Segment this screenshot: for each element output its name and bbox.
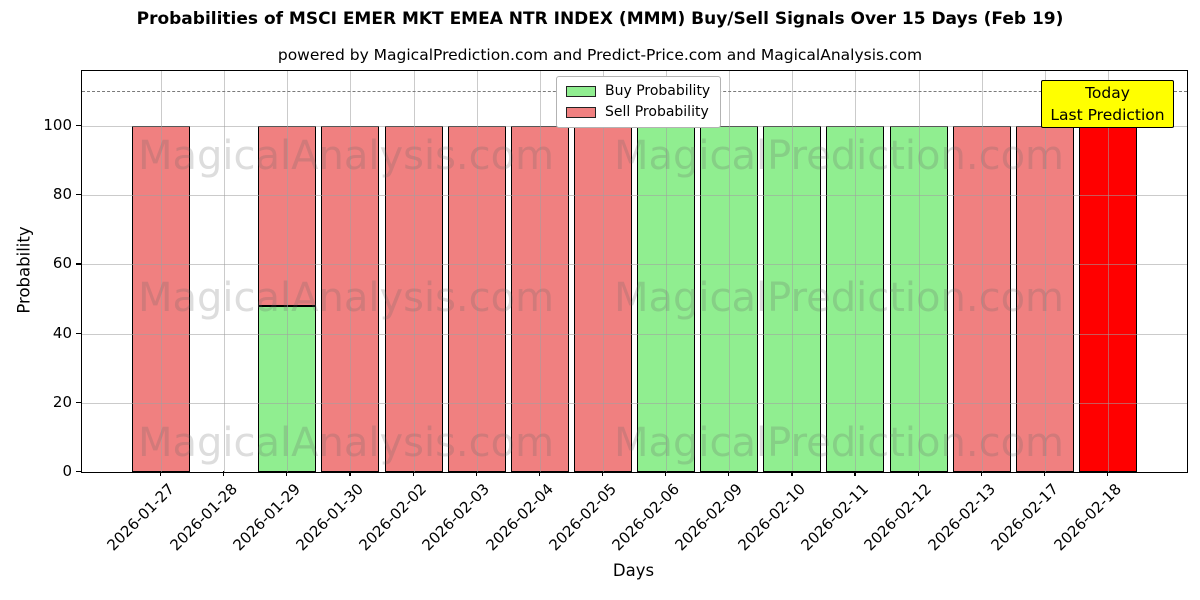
x-tick-label: 2026-02-03: [419, 480, 494, 555]
x-tick-mark: [412, 471, 414, 476]
v-gridline: [350, 71, 352, 472]
x-tick-mark: [1106, 471, 1109, 476]
chart-subtitle: powered by MagicalPrediction.com and Pre…: [277, 46, 923, 64]
x-tick-mark: [791, 471, 793, 476]
x-axis-label: Days: [612, 561, 655, 580]
today-annotation-line2: Last Prediction: [1050, 106, 1165, 124]
x-tick-mark: [475, 471, 477, 476]
v-gridline: [539, 71, 541, 472]
y-tick-label: 100: [43, 116, 72, 134]
v-gridline: [476, 71, 478, 472]
y-tick-label: 80: [52, 185, 72, 204]
x-tick-label: 2026-02-17: [987, 480, 1062, 555]
sell-swatch-icon: [566, 107, 596, 118]
x-tick-mark: [854, 471, 856, 476]
x-tick-mark: [349, 471, 351, 476]
legend-entry-sell: Sell Probability: [566, 104, 710, 121]
v-gridline: [224, 71, 226, 472]
x-tick-label: 2026-02-05: [545, 480, 620, 555]
v-gridline: [792, 71, 794, 472]
y-tick-label: 40: [52, 323, 72, 342]
y-tick-mark: [76, 332, 81, 334]
plot-area: MagicalAnalysis.com MagicalPrediction.com…: [81, 70, 1188, 473]
x-tick-label: 2026-02-13: [924, 480, 999, 555]
x-tick-mark: [1043, 471, 1046, 476]
x-tick-label: 2026-01-29: [229, 480, 305, 555]
v-gridline: [413, 71, 415, 472]
y-tick-mark: [76, 263, 81, 265]
x-tick-mark: [917, 471, 919, 476]
x-tick-label: 2026-01-28: [166, 480, 241, 555]
v-gridline: [918, 71, 920, 472]
v-gridline: [855, 71, 857, 472]
x-tick-mark: [728, 471, 730, 476]
x-tick-mark: [601, 471, 604, 476]
buy-swatch-icon: [566, 86, 596, 97]
h-gridline: [82, 402, 1187, 404]
x-tick-mark: [223, 471, 225, 476]
y-tick-label: 60: [52, 254, 72, 273]
x-tick-label: 2026-02-09: [671, 480, 746, 555]
x-tick-mark: [538, 471, 540, 476]
v-gridline: [287, 71, 289, 472]
v-gridline: [981, 71, 983, 472]
y-tick-mark: [76, 125, 81, 127]
legend-label-sell: Sell Probability: [605, 104, 709, 120]
x-tick-label: 2026-02-18: [1050, 480, 1125, 555]
v-gridline: [666, 71, 668, 472]
y-tick-mark: [76, 194, 81, 196]
x-tick-mark: [980, 471, 982, 476]
h-gridline: [82, 195, 1187, 197]
x-tick-label: 2026-01-30: [292, 480, 368, 555]
legend: Buy Probability Sell Probability: [556, 76, 722, 128]
v-gridline: [1107, 71, 1109, 472]
today-annotation: Today Last Prediction: [1041, 80, 1174, 128]
v-gridline: [1044, 71, 1046, 472]
legend-label-buy: Buy Probability: [605, 83, 711, 99]
y-tick-label: 0: [62, 462, 72, 480]
h-gridline: [82, 264, 1187, 266]
x-tick-label: 2026-02-06: [608, 480, 683, 555]
x-tick-label: 2026-02-11: [797, 480, 873, 555]
y-tick-label: 20: [52, 392, 72, 411]
x-tick-mark: [665, 471, 667, 476]
today-annotation-line1: Today: [1085, 84, 1130, 102]
v-gridline: [602, 71, 604, 472]
x-tick-mark: [160, 471, 162, 476]
x-tick-label: 2026-02-12: [860, 480, 936, 555]
v-gridline: [161, 71, 162, 472]
x-tick-label: 2026-01-27: [103, 480, 178, 555]
x-tick-label: 2026-02-10: [734, 480, 810, 555]
x-tick-label: 2026-02-04: [482, 480, 557, 555]
legend-entry-buy: Buy Probability: [566, 83, 710, 100]
h-gridline: [82, 333, 1187, 335]
x-tick-mark: [286, 471, 288, 476]
y-tick-mark: [76, 401, 81, 403]
y-tick-mark: [76, 471, 81, 473]
chart-title: Probabilities of MSCI EMER MKT EMEA NTR …: [136, 9, 1064, 29]
v-gridline: [729, 71, 731, 472]
